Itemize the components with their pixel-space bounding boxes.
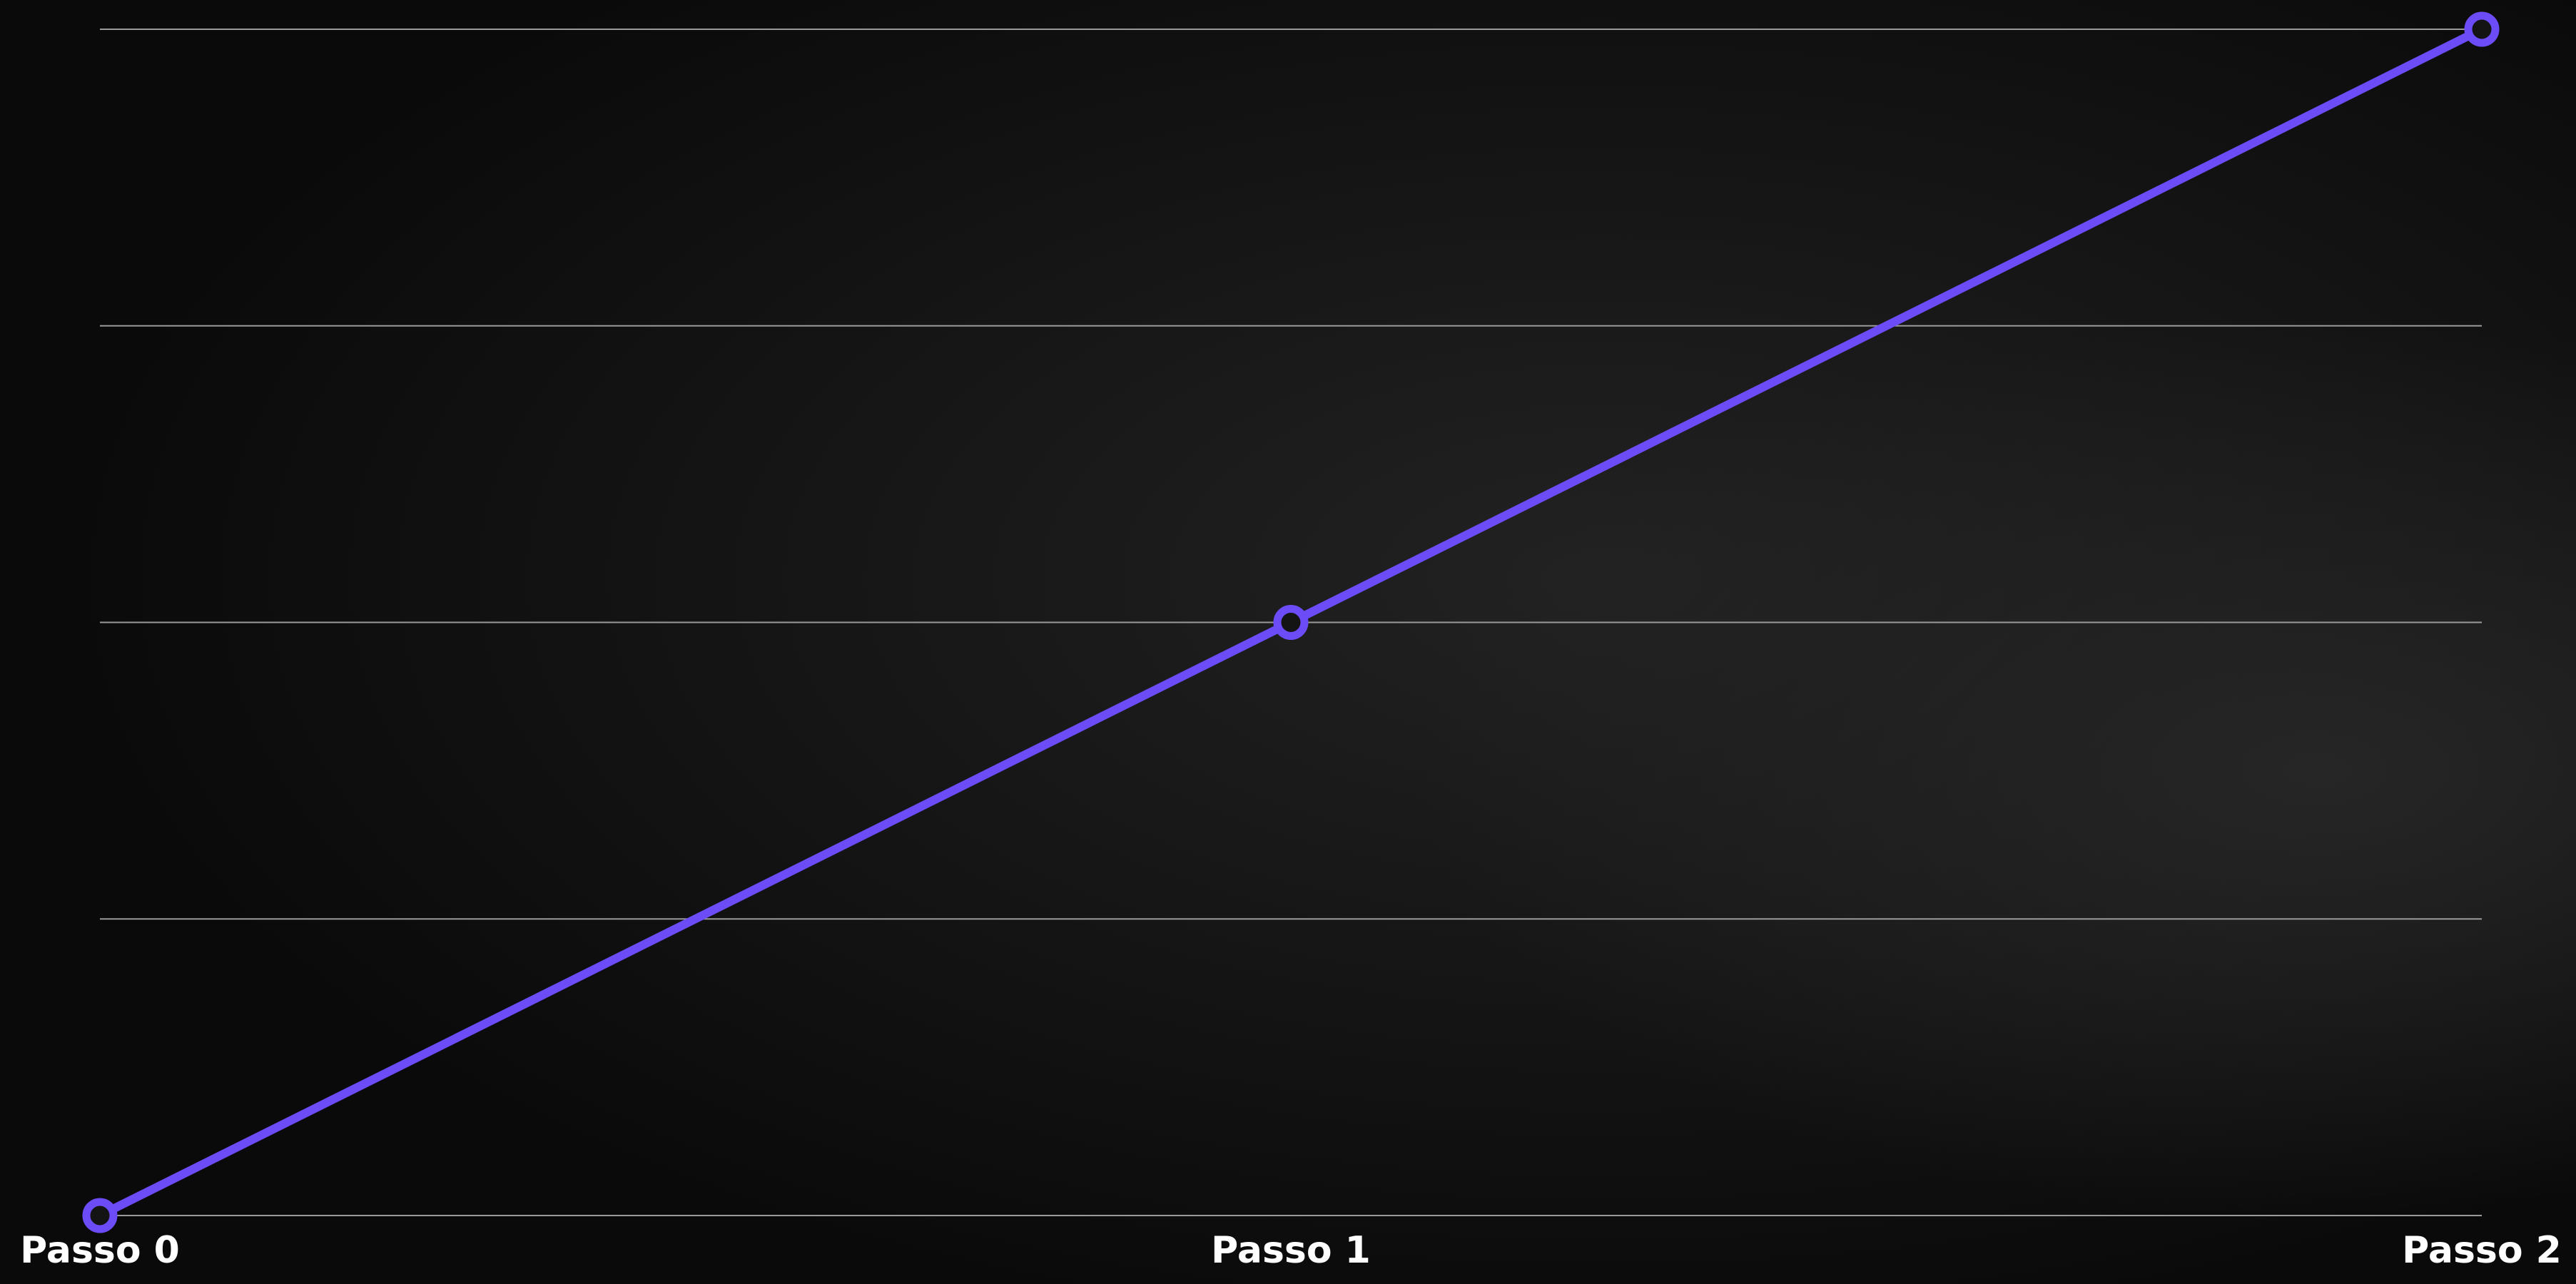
x-tick-label: Passo 2 (2402, 1229, 2562, 1272)
x-tick-label: Passo 1 (1211, 1229, 1371, 1272)
point (2464, 11, 2500, 47)
x-tick-label: Passo 0 (20, 1229, 180, 1272)
point (82, 1198, 118, 1233)
point (1273, 605, 1309, 640)
